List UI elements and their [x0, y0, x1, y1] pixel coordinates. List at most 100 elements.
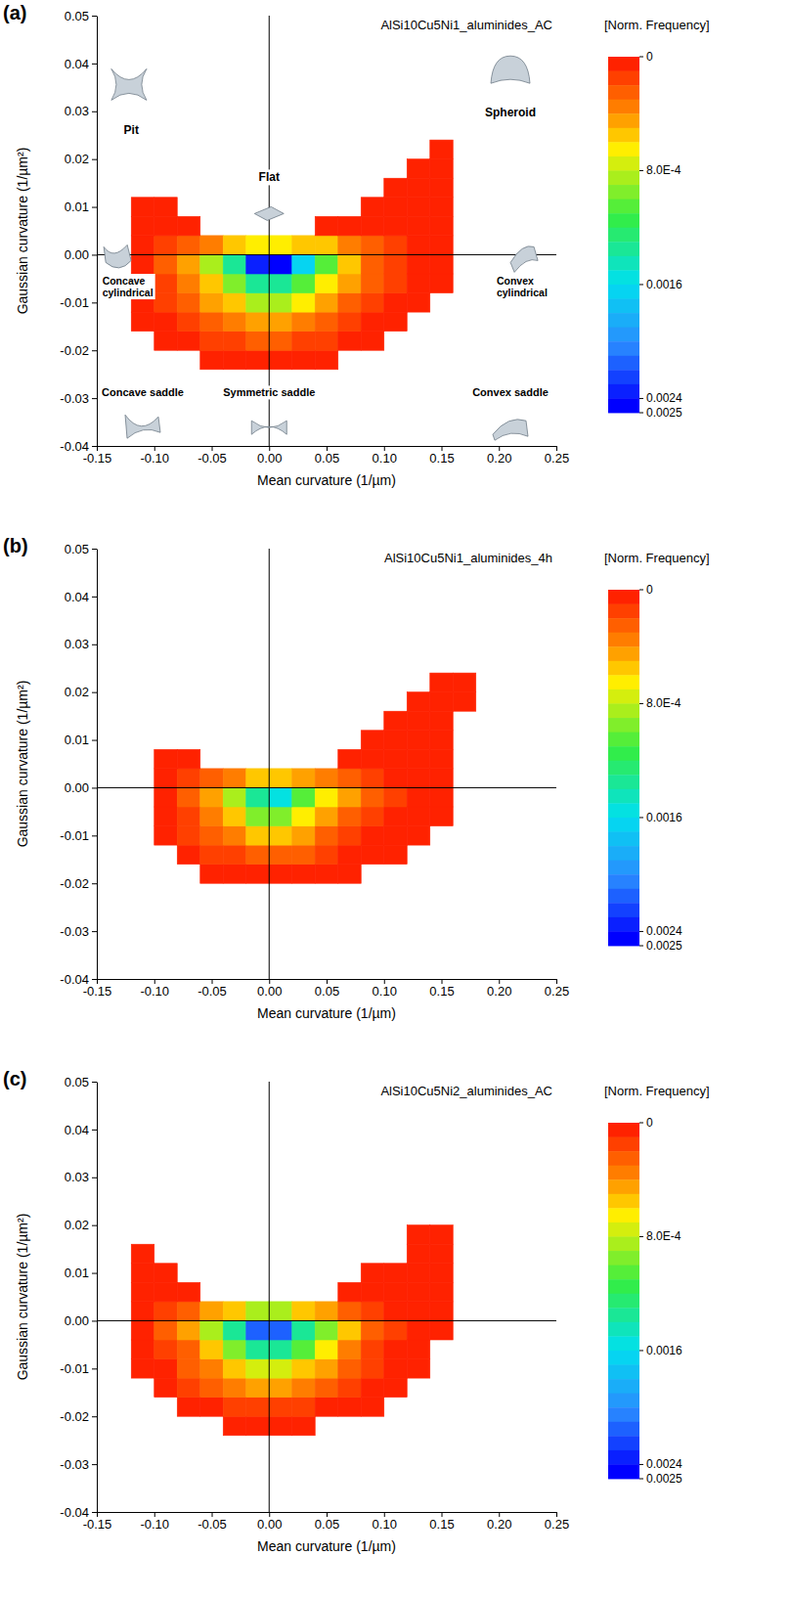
heat-cell	[292, 1339, 316, 1360]
heat-cell	[314, 311, 339, 332]
colorbar-band	[608, 717, 640, 733]
heat-cell	[476, 672, 500, 693]
heat-cell	[222, 806, 247, 827]
heat-cell	[200, 216, 224, 236]
heat-cell	[222, 768, 247, 789]
heat-cell	[268, 826, 293, 846]
tick-label: 0.01	[64, 732, 89, 748]
heat-cell	[268, 672, 293, 693]
heat-cell	[406, 882, 431, 903]
heat-cell	[200, 177, 224, 198]
colorbar-band	[608, 299, 640, 314]
label-patch	[483, 104, 538, 121]
heat-cell	[292, 692, 316, 712]
heat-cell	[430, 768, 454, 789]
heat-cell	[176, 882, 201, 903]
heat-cell	[360, 864, 385, 884]
heat-cell	[222, 1225, 247, 1245]
heat-cell	[268, 882, 293, 903]
heat-cell	[452, 1359, 477, 1379]
heat-cell	[360, 177, 385, 198]
heat-cell	[476, 1243, 500, 1264]
heat-cell	[200, 235, 224, 256]
tick: 0.04	[64, 589, 97, 605]
heat-cell	[338, 1415, 362, 1436]
heat-cell	[338, 692, 362, 712]
heat-cell	[222, 748, 247, 769]
heat-cell	[292, 882, 316, 903]
heat-cell	[384, 159, 408, 179]
heat-cell	[222, 1281, 247, 1302]
y-axis: -0.04-0.03-0.02-0.010.000.010.020.030.04…	[59, 541, 97, 987]
colorbar-band	[608, 1435, 640, 1451]
colorbar-tick-label: 0.0024	[646, 923, 683, 938]
heat-cell	[222, 730, 247, 750]
tick-label: 0.00	[64, 247, 89, 263]
reference-line	[96, 1319, 557, 1321]
tick-label: 0.01	[64, 1265, 89, 1280]
heat-cell	[292, 1301, 316, 1321]
heat-cell	[176, 730, 201, 750]
tick-label: -0.03	[59, 1456, 89, 1472]
heat-cell	[476, 1397, 500, 1417]
heat-cell	[406, 1205, 431, 1226]
heat-cell	[131, 177, 155, 198]
tick-mark	[91, 1129, 97, 1131]
tick: 0.00	[257, 445, 282, 466]
tick-mark	[91, 1177, 97, 1179]
heat-cell	[246, 311, 270, 332]
colorbar-band	[608, 760, 640, 776]
heat-cell	[452, 768, 477, 789]
heat-cell	[406, 350, 431, 370]
heat-cell	[452, 1281, 477, 1302]
heat-cell	[430, 139, 454, 160]
heat-cell	[360, 1397, 385, 1417]
colorbar-band	[608, 1222, 640, 1237]
heat-cell	[406, 1415, 431, 1436]
heat-cell	[292, 235, 316, 256]
heat-cell	[246, 748, 270, 769]
heat-cell	[200, 806, 224, 827]
heat-cell	[338, 787, 362, 807]
heat-cell	[476, 139, 500, 160]
tick: 0.00	[64, 1313, 97, 1328]
tick-label: 0.15	[429, 450, 454, 466]
heat-cell	[131, 139, 155, 160]
tick: 0.00	[257, 978, 282, 999]
heat-cell	[430, 1225, 454, 1245]
heat-cell	[406, 1319, 431, 1340]
heat-cell	[314, 787, 339, 807]
heat-cell	[384, 672, 408, 693]
colorbar-band	[608, 674, 640, 690]
heat-cell	[131, 730, 155, 750]
heat-cell	[452, 1339, 477, 1360]
heat-cell	[200, 1377, 224, 1398]
tick-label: -0.10	[139, 983, 170, 999]
heat-cell	[176, 748, 201, 769]
heat-cell	[452, 1301, 477, 1321]
heat-cell	[384, 273, 408, 294]
tick-label: 0.20	[486, 450, 512, 466]
tick: 0.03	[64, 1169, 97, 1185]
tick-label: 0.02	[64, 684, 89, 700]
tick: 0.05	[64, 8, 97, 24]
heat-cell	[314, 235, 339, 256]
heat-cell	[176, 768, 201, 789]
heat-cell	[154, 787, 178, 807]
heat-cell	[338, 254, 362, 274]
colorbar-band	[608, 1421, 640, 1437]
heat-cell	[476, 1263, 500, 1283]
heat-cell	[430, 1339, 454, 1360]
heat-cell	[430, 844, 454, 865]
tick: 0.15	[429, 978, 454, 999]
heat-cell	[452, 864, 477, 884]
heat-cell	[452, 730, 477, 750]
tick-mark	[91, 1319, 97, 1321]
heat-cell	[222, 331, 247, 352]
heat-cell	[200, 748, 224, 769]
heat-cell	[246, 1319, 270, 1340]
heat-cell	[360, 139, 385, 160]
y-axis-title: Gaussian curvature (1/µm²)	[14, 147, 31, 315]
heat-cell	[314, 1263, 339, 1283]
colorbar-band	[608, 917, 640, 932]
